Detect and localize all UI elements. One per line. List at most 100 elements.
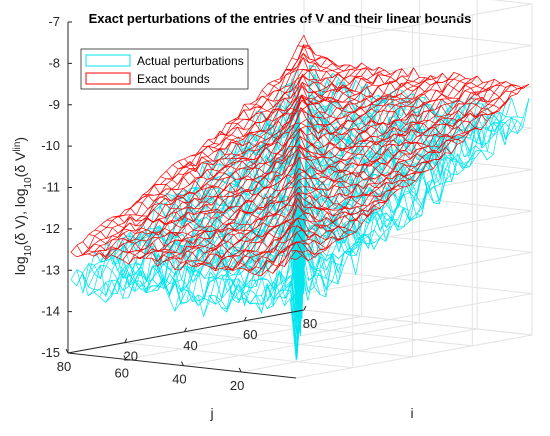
mesh-line bbox=[148, 179, 374, 218]
y-axis-label: i bbox=[410, 405, 413, 421]
mesh-line bbox=[88, 52, 322, 255]
grid-line bbox=[295, 309, 533, 379]
mesh-line bbox=[202, 128, 428, 173]
mesh-line bbox=[214, 106, 440, 164]
mesh-line bbox=[130, 191, 356, 233]
mesh-line bbox=[261, 79, 495, 276]
grid-line bbox=[303, 4, 533, 336]
mesh-line bbox=[238, 96, 472, 328]
mesh-line bbox=[124, 197, 350, 236]
y-tick-mark bbox=[184, 327, 187, 332]
z-tick-label: -15 bbox=[41, 345, 60, 360]
chart-legend: Actual perturbations Exact bounds bbox=[80, 48, 249, 90]
mesh-line bbox=[303, 34, 530, 89]
mesh-line bbox=[82, 262, 309, 354]
mesh-line bbox=[136, 191, 362, 225]
mesh-line bbox=[76, 244, 303, 272]
mesh-line bbox=[163, 70, 397, 263]
mesh-line bbox=[172, 149, 398, 198]
mesh-line bbox=[76, 65, 311, 287]
x-tick-label: 60 bbox=[114, 365, 128, 380]
mesh-line bbox=[128, 62, 362, 265]
y-tick-label: 20 bbox=[124, 349, 138, 364]
mesh-line bbox=[220, 72, 455, 271]
z-axis-label: log10(δ V), log10(δ Vlin) bbox=[12, 137, 34, 275]
mesh-line bbox=[197, 103, 432, 299]
mesh-line bbox=[214, 79, 449, 272]
mesh-line bbox=[186, 77, 420, 263]
mesh-line bbox=[174, 75, 408, 270]
mesh-line bbox=[267, 76, 494, 118]
z-tick-label: -10 bbox=[41, 138, 60, 153]
mesh-line bbox=[196, 155, 422, 337]
mesh-line bbox=[184, 145, 410, 186]
mesh-line bbox=[209, 73, 443, 270]
mesh-line bbox=[285, 82, 512, 258]
z-tick-label: -7 bbox=[48, 14, 60, 29]
chart-title: Exact perturbations of the entries of V … bbox=[89, 11, 472, 26]
z-tick-label: -14 bbox=[41, 304, 60, 319]
mesh-line bbox=[226, 74, 460, 270]
mesh-line bbox=[172, 182, 398, 285]
x-tick-mark bbox=[238, 367, 242, 373]
mesh-line bbox=[99, 57, 333, 258]
mesh-line bbox=[105, 62, 339, 260]
z-tick-label: -13 bbox=[41, 262, 60, 277]
z-tick-label: -9 bbox=[48, 97, 60, 112]
mesh-line bbox=[111, 64, 345, 255]
mesh-line bbox=[208, 122, 434, 170]
mesh-line bbox=[94, 251, 321, 307]
grid-line bbox=[295, 19, 533, 89]
x-axis-label: j bbox=[209, 405, 213, 421]
mesh-line bbox=[151, 69, 385, 262]
mesh-line bbox=[168, 68, 403, 261]
mesh-line bbox=[289, 117, 524, 361]
mesh-line bbox=[122, 67, 356, 261]
legend-label-actual-perturbations: Actual perturbations bbox=[137, 54, 244, 68]
mesh-line bbox=[197, 79, 431, 264]
mesh-line bbox=[93, 57, 328, 257]
mesh-line bbox=[145, 66, 380, 259]
mesh-line bbox=[284, 84, 518, 267]
mesh-line bbox=[266, 82, 501, 271]
mesh-line bbox=[142, 186, 368, 222]
grid-line bbox=[295, 268, 533, 338]
x-tick-mark bbox=[65, 348, 69, 354]
x-tick-label: 40 bbox=[172, 372, 186, 387]
mesh-line bbox=[116, 81, 351, 292]
mesh-line bbox=[289, 87, 524, 259]
mesh-line bbox=[220, 110, 446, 160]
mesh-line bbox=[285, 52, 512, 105]
mesh-line bbox=[261, 73, 488, 122]
y-tick-label: 40 bbox=[183, 338, 197, 353]
z-tick-label: -12 bbox=[41, 221, 60, 236]
legend-label-exact-bounds: Exact bounds bbox=[137, 72, 210, 86]
mesh-line bbox=[100, 249, 327, 359]
legend-swatch-exact-bounds bbox=[85, 72, 131, 85]
mesh-line bbox=[238, 78, 472, 269]
legend-swatch-actual-perturbations bbox=[85, 54, 131, 67]
mesh-line bbox=[232, 78, 466, 272]
x-tick-label: 80 bbox=[57, 359, 71, 374]
mesh-line bbox=[272, 81, 507, 274]
mesh-line bbox=[118, 204, 344, 241]
mesh-line bbox=[272, 101, 507, 307]
mesh-line bbox=[295, 83, 530, 262]
y-tick-mark bbox=[243, 316, 247, 322]
mesh-line bbox=[297, 45, 524, 91]
mesh-line bbox=[209, 99, 443, 305]
mesh-line bbox=[82, 44, 316, 256]
series-exact-bounds-mesh bbox=[70, 34, 530, 277]
mesh-line bbox=[116, 64, 351, 258]
mesh-line bbox=[88, 234, 315, 259]
x-tick-mark bbox=[123, 355, 127, 360]
mesh-line bbox=[249, 82, 483, 273]
mesh-line bbox=[145, 103, 380, 294]
mesh-line bbox=[82, 65, 316, 294]
mesh-line bbox=[157, 73, 391, 267]
mesh-line bbox=[192, 77, 426, 267]
mesh-line bbox=[134, 66, 368, 259]
mesh-line bbox=[76, 46, 310, 258]
y-tick-mark bbox=[303, 305, 307, 311]
